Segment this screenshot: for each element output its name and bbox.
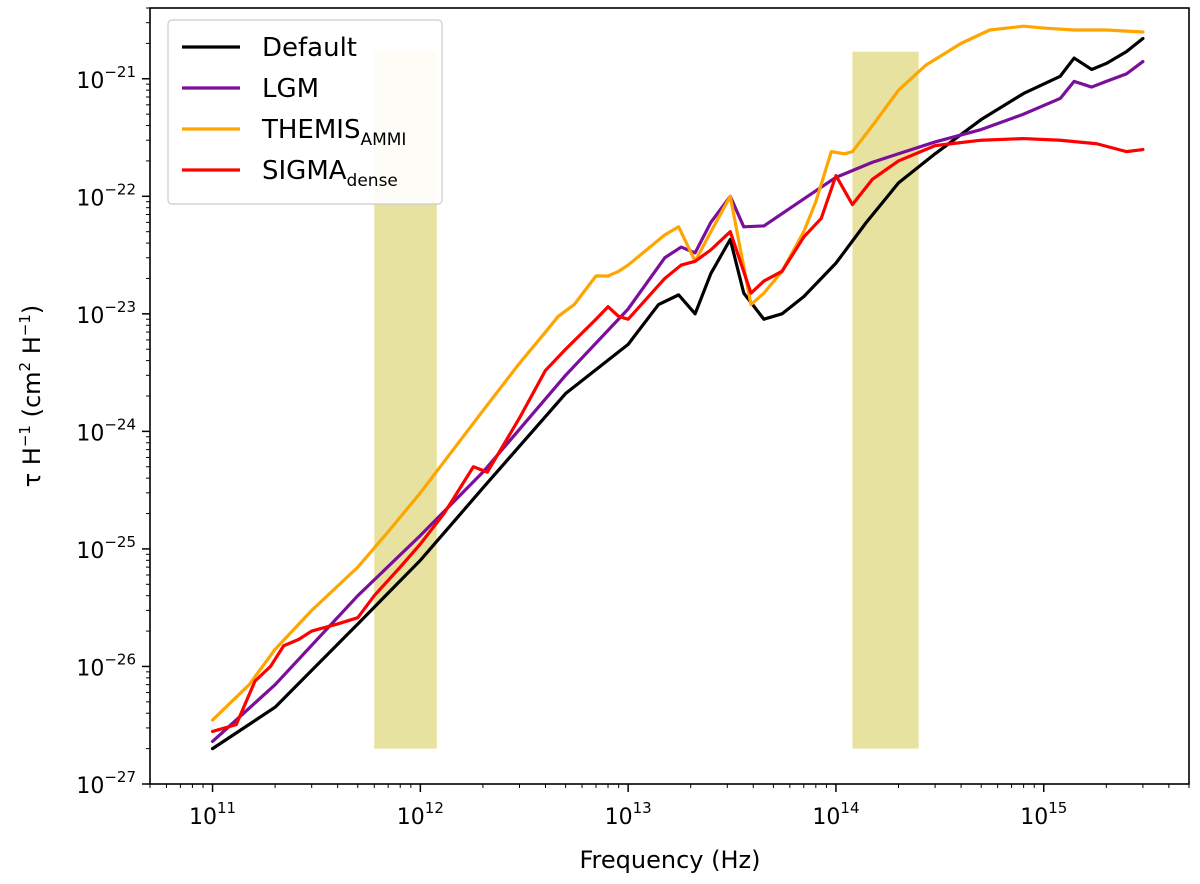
- y-axis-ticks: 10−27 10−26 10−25 10−24 10−23 10−22 10−21: [76, 7, 150, 799]
- y-tick-label: 10−25: [76, 533, 136, 564]
- legend-label-lgm: LGM: [262, 74, 319, 104]
- x-tick-label: 1012: [397, 799, 444, 830]
- legend-label-default: Default: [262, 33, 357, 63]
- series-line-lgm: [210, 59, 1145, 744]
- series-group: [210, 24, 1145, 751]
- series-line-themis: [210, 24, 1145, 722]
- legend-items: Default LGM THEMISAMMI SIGMAdense: [182, 33, 406, 191]
- series-line-default: [210, 36, 1145, 751]
- y-axis-label: τ H−1 (cm2 H−1): [16, 305, 46, 488]
- y-tick-label: 10−21: [76, 63, 136, 94]
- x-axis-label: Frequency (Hz): [580, 846, 761, 874]
- x-tick-label: 1011: [189, 799, 236, 830]
- series-line-sigma: [210, 136, 1145, 734]
- legend-label-themis: THEMISAMMI: [261, 115, 406, 150]
- shaded-bands: [374, 51, 919, 749]
- x-axis-ticks: 1011 1012 1013 1014 1015: [149, 784, 1190, 830]
- x-tick-label: 1015: [1020, 799, 1067, 830]
- y-tick-label: 10−24: [76, 415, 136, 446]
- x-tick-label: 1013: [605, 799, 652, 830]
- y-tick-label: 10−22: [76, 180, 136, 211]
- y-tick-label: 10−23: [76, 298, 136, 329]
- legend-label-sigma: SIGMAdense: [262, 156, 398, 191]
- legend: Default LGM THEMISAMMI SIGMAdense: [167, 19, 443, 205]
- shaded-band-2: [852, 51, 919, 749]
- y-tick-label: 10−26: [76, 650, 136, 681]
- legend-box: [167, 19, 443, 205]
- x-tick-label: 1014: [812, 799, 859, 830]
- y-tick-label: 10−27: [76, 768, 136, 799]
